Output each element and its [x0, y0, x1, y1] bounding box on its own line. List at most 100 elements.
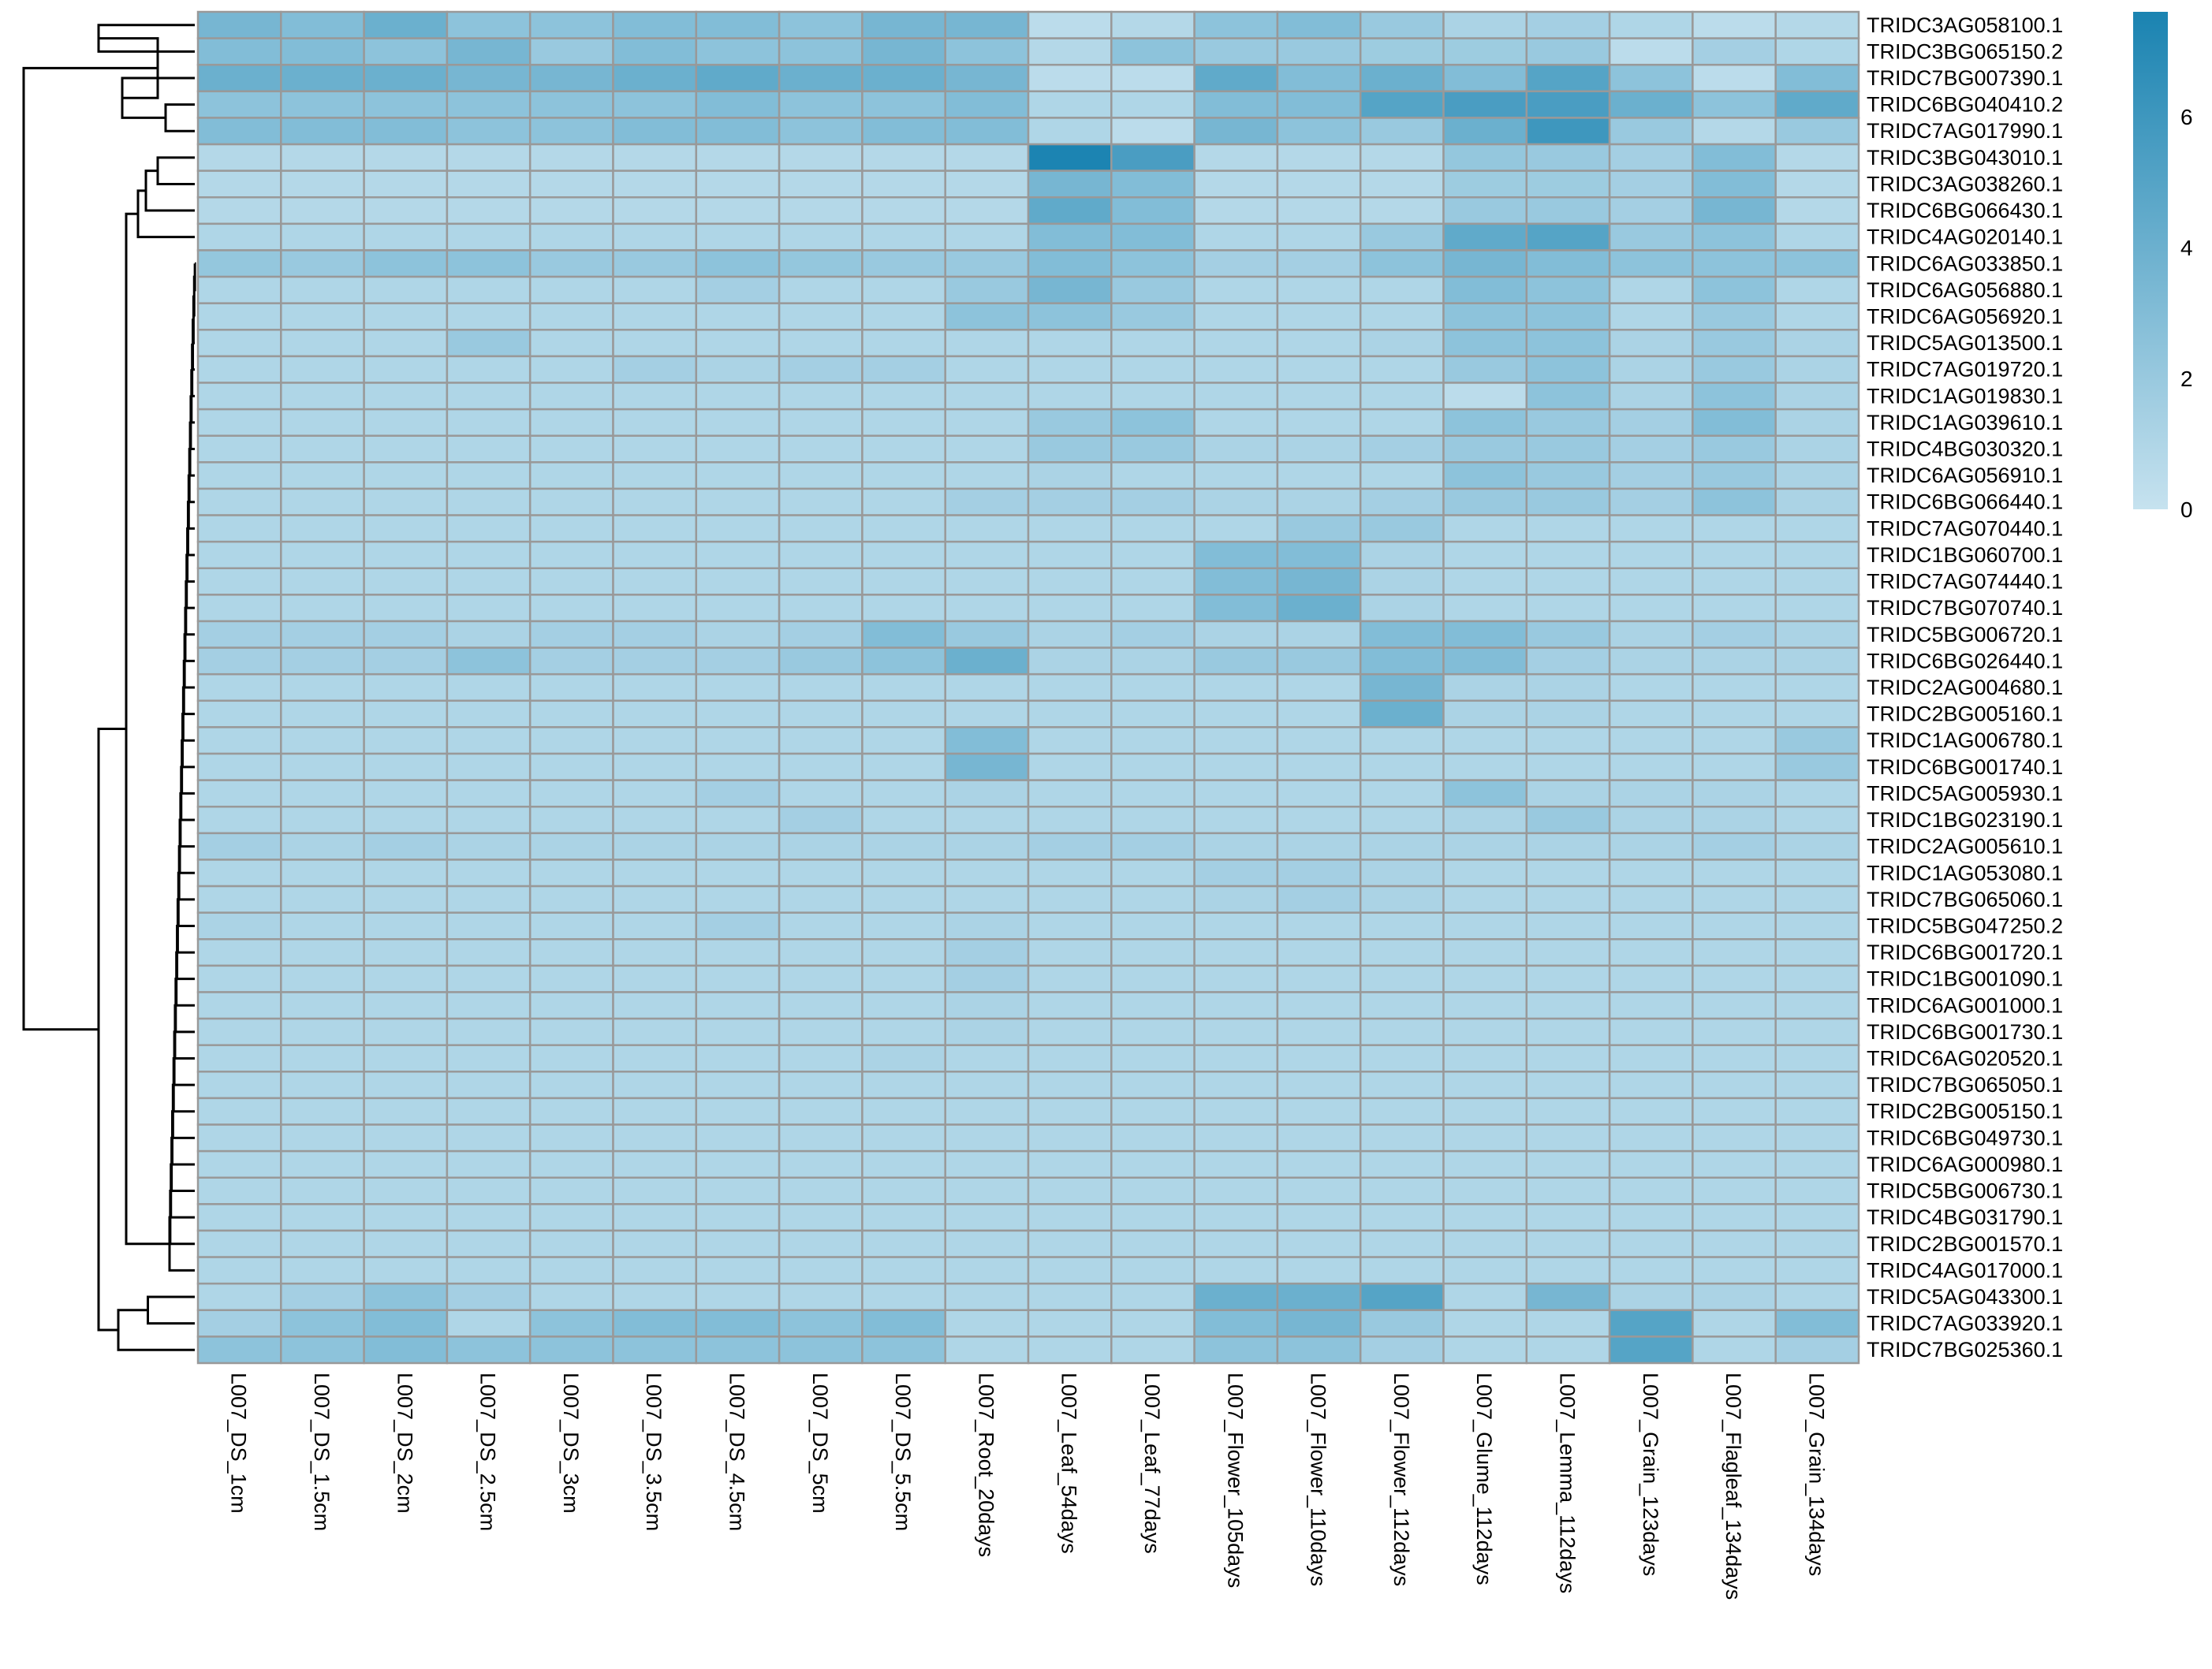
- heatmap-cell: [446, 938, 532, 967]
- heatmap-cell: [1110, 434, 1196, 464]
- heatmap-cell: [1027, 117, 1113, 146]
- row-label: TRIDC5BG006730.1: [1867, 1179, 2063, 1203]
- heatmap-cell: [1359, 1017, 1445, 1046]
- heatmap-cell: [1359, 1309, 1445, 1338]
- heatmap-cell: [1193, 805, 1279, 835]
- heatmap-cell: [612, 329, 698, 358]
- row-label: TRIDC2AG005610.1: [1867, 835, 2063, 859]
- heatmap-cell: [1525, 302, 1611, 331]
- row-label: TRIDC4AG020140.1: [1867, 225, 2063, 249]
- heatmap-cell: [1774, 964, 1860, 993]
- heatmap-cell: [1692, 1203, 1777, 1232]
- heatmap-cell: [1608, 10, 1694, 39]
- heatmap-cell: [778, 461, 864, 490]
- heatmap-cell: [1692, 355, 1777, 384]
- row-label: TRIDC1AG006780.1: [1867, 728, 2063, 752]
- heatmap-cell: [528, 540, 614, 570]
- heatmap-cell: [1692, 382, 1777, 411]
- heatmap-cell: [1276, 1203, 1362, 1232]
- heatmap-cell: [612, 859, 698, 888]
- heatmap-cell: [196, 37, 282, 66]
- heatmap-cell: [1608, 779, 1694, 808]
- heatmap-cell: [1442, 1017, 1528, 1046]
- heatmap-cell: [1027, 143, 1113, 172]
- heatmap-cell: [1525, 1176, 1611, 1205]
- heatmap-cell: [1692, 461, 1777, 490]
- heatmap-cell: [363, 355, 449, 384]
- heatmap-cell: [1276, 1071, 1362, 1100]
- heatmap-cell: [695, 1229, 781, 1258]
- heatmap-cell: [1774, 1256, 1860, 1285]
- heatmap-cell: [944, 1203, 1030, 1232]
- heatmap-cell: [1442, 752, 1528, 781]
- heatmap-cell: [1608, 275, 1694, 304]
- heatmap-cell: [1359, 646, 1445, 676]
- heatmap-cell: [861, 1044, 946, 1073]
- heatmap-cell: [1774, 620, 1860, 649]
- heatmap-cell: [778, 10, 864, 39]
- heatmap-cell: [695, 885, 781, 914]
- heatmap-cell: [528, 620, 614, 649]
- heatmap-cell: [1359, 1336, 1445, 1365]
- heatmap-cell: [944, 964, 1030, 993]
- heatmap-cell: [861, 10, 946, 39]
- heatmap-cell: [1525, 10, 1611, 39]
- row-label: TRIDC7AG019720.1: [1867, 358, 2063, 382]
- row-label: TRIDC6AG001000.1: [1867, 993, 2063, 1017]
- heatmap-cell: [1692, 859, 1777, 888]
- heatmap-cell: [778, 832, 864, 861]
- heatmap-cell: [1692, 911, 1777, 941]
- heatmap-cell: [196, 911, 282, 941]
- heatmap-cell: [1027, 911, 1113, 941]
- heatmap-cell: [944, 832, 1030, 861]
- heatmap-cell: [446, 1097, 532, 1126]
- heatmap-cell: [280, 514, 365, 543]
- heatmap-cell: [861, 938, 946, 967]
- heatmap-cell: [446, 779, 532, 808]
- heatmap-cell: [1193, 1097, 1279, 1126]
- heatmap-cell: [1359, 567, 1445, 596]
- heatmap-cell: [778, 752, 864, 781]
- heatmap-cell: [695, 726, 781, 755]
- heatmap-cell: [528, 752, 614, 781]
- heatmap-cell: [1692, 1123, 1777, 1153]
- heatmap-cell: [861, 1229, 946, 1258]
- heatmap-cell: [1110, 911, 1196, 941]
- heatmap-cell: [1692, 90, 1777, 119]
- row-label: TRIDC6BG001740.1: [1867, 755, 2063, 779]
- heatmap-cell: [778, 859, 864, 888]
- heatmap-cell: [695, 1176, 781, 1205]
- heatmap-cell: [446, 487, 532, 516]
- heatmap-cell: [1442, 779, 1528, 808]
- heatmap-cell: [1276, 938, 1362, 967]
- heatmap-cell: [1110, 672, 1196, 702]
- heatmap-cell: [1442, 1176, 1528, 1205]
- heatmap-cell: [528, 90, 614, 119]
- heatmap-cell: [1359, 911, 1445, 941]
- heatmap-cell: [1359, 1282, 1445, 1312]
- heatmap-cell: [612, 117, 698, 146]
- heatmap-cell: [363, 911, 449, 941]
- heatmap-cell: [695, 170, 781, 199]
- heatmap-cell: [280, 646, 365, 676]
- heatmap-cell: [528, 832, 614, 861]
- dendrogram-link: [22, 66, 158, 1031]
- heatmap-cell: [778, 646, 864, 676]
- heatmap-cell: [196, 10, 282, 39]
- heatmap-cell: [778, 90, 864, 119]
- heatmap-cell: [1193, 1123, 1279, 1153]
- heatmap-cell: [861, 329, 946, 358]
- heatmap-cell: [280, 567, 365, 596]
- heatmap-cell: [944, 991, 1030, 1020]
- column-label: L007_Grain_134days: [1804, 1373, 1828, 1576]
- heatmap-cell: [1608, 37, 1694, 66]
- heatmap-cell: [861, 672, 946, 702]
- heatmap-cell: [944, 699, 1030, 728]
- dendrogram-link: [192, 295, 195, 345]
- heatmap-cell: [1525, 752, 1611, 781]
- row-label: TRIDC7BG065060.1: [1867, 888, 2063, 911]
- heatmap-cell: [944, 672, 1030, 702]
- heatmap-cell: [1027, 90, 1113, 119]
- heatmap-cell: [861, 408, 946, 437]
- heatmap-cell: [861, 1336, 946, 1365]
